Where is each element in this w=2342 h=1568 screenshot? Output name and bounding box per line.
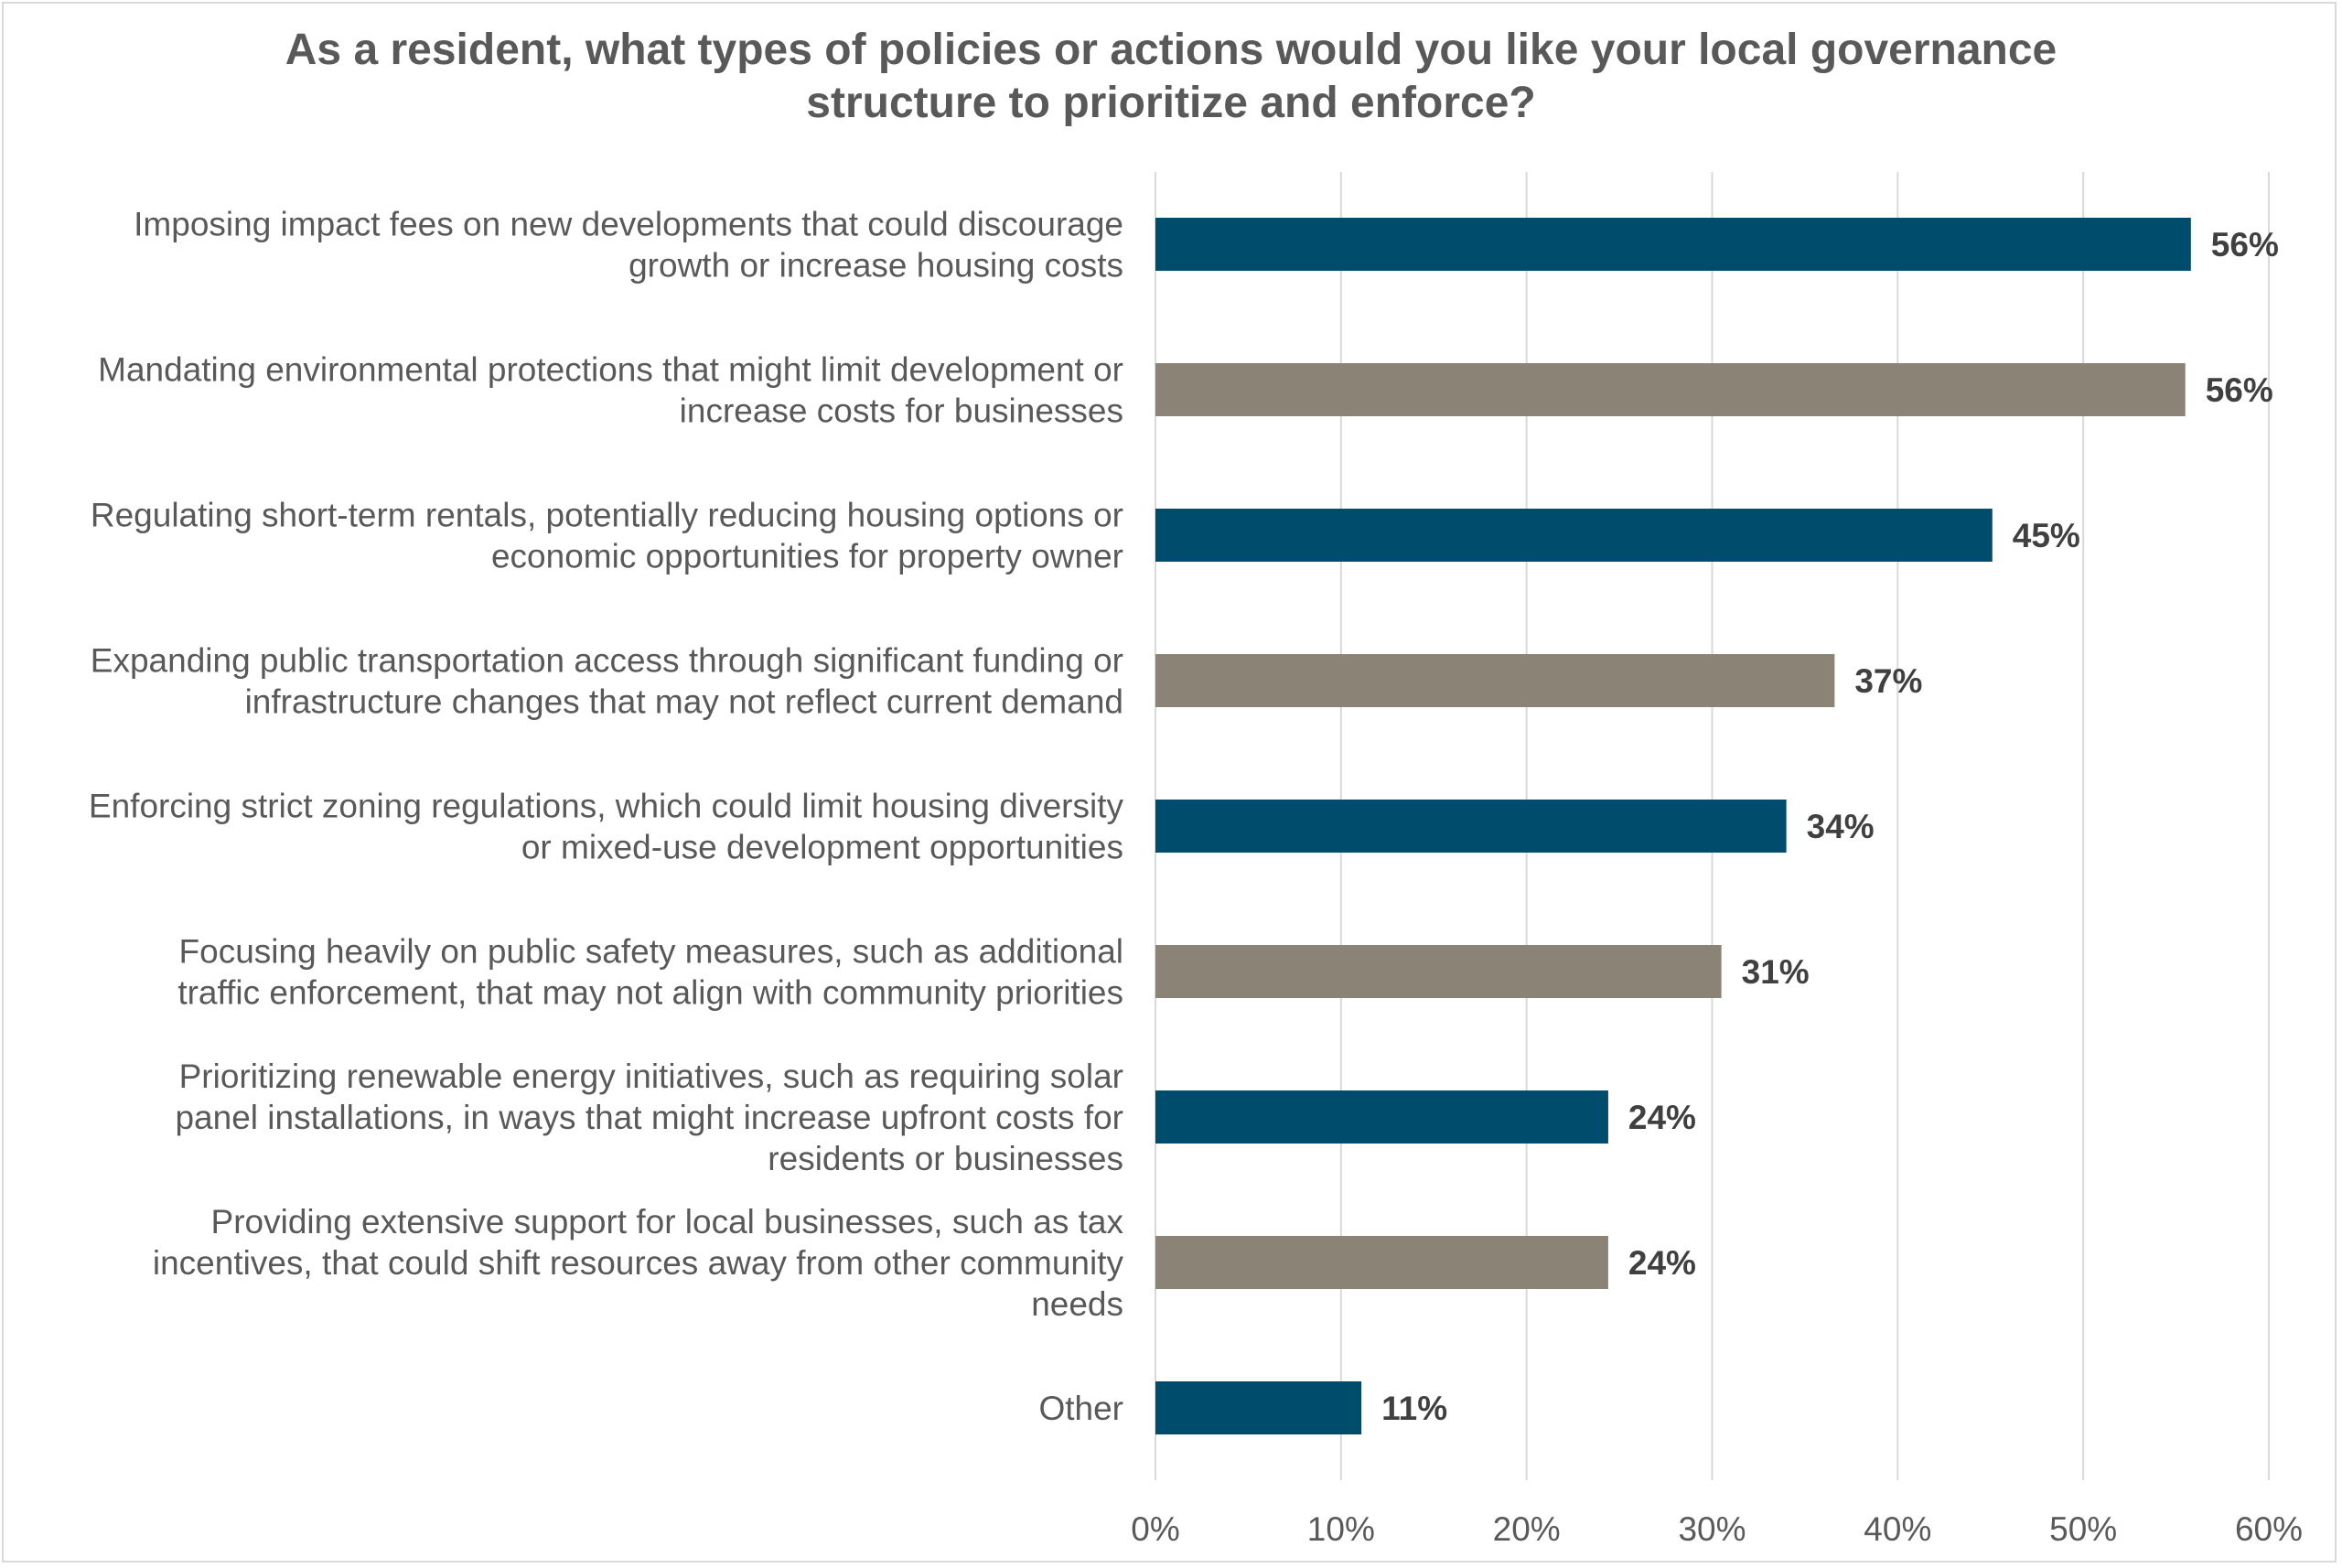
data-label: 56% (2211, 226, 2279, 263)
x-axis-ticks: 0% 10% 20% 30% 40% 50% 60% (1131, 1510, 2303, 1548)
x-tick-label: 40% (1864, 1510, 1931, 1548)
data-label: 11% (1381, 1390, 1447, 1427)
category-label: Imposing impact fees on new developments… (134, 206, 1123, 243)
category-label: Other (1038, 1390, 1123, 1427)
chart-title: As a resident, what types of policies or… (0, 24, 2342, 130)
category-label: Focusing heavily on public safety measur… (179, 933, 1123, 971)
bar (1155, 509, 1993, 562)
bar (1155, 1090, 1608, 1144)
category-label: Expanding public transportation access t… (91, 642, 1123, 680)
category-label: Prioritizing renewable energy initiative… (179, 1058, 1123, 1095)
x-tick-label: 20% (1493, 1510, 1561, 1548)
category-label: infrastructure changes that may not refl… (245, 683, 1123, 721)
chart-title-line-1: As a resident, what types of policies or… (285, 26, 2057, 74)
bar (1155, 1236, 1608, 1289)
chart-title-line-2: structure to prioritize and enforce? (806, 79, 1536, 127)
category-label: incentives, that could shift resources a… (153, 1244, 1124, 1282)
category-label: Regulating short-term rentals, potential… (91, 497, 1123, 534)
bar (1155, 654, 1835, 707)
data-label: 37% (1854, 662, 1922, 700)
x-tick-label: 10% (1307, 1510, 1375, 1548)
x-tick-label: 30% (1678, 1510, 1746, 1548)
bar (1155, 945, 1722, 998)
bar (1155, 800, 1787, 853)
category-label: economic opportunities for property owne… (491, 538, 1123, 575)
bar (1155, 218, 2191, 271)
category-label: increase costs for businesses (680, 392, 1123, 430)
bar (1155, 363, 2186, 416)
category-label: needs (1031, 1285, 1123, 1323)
category-label: Providing extensive support for local bu… (211, 1203, 1124, 1240)
data-label: 45% (2013, 517, 2080, 554)
data-labels: 56% 56% 45% 37% 34% 31% 24% 24% 11% (1381, 226, 2279, 1427)
x-tick-label: 60% (2235, 1510, 2303, 1548)
data-label: 56% (2206, 371, 2273, 409)
category-labels: Imposing impact fees on new developments… (89, 206, 1124, 1428)
data-label: 31% (1742, 953, 1810, 991)
category-label: growth or increase housing costs (628, 247, 1123, 285)
data-label: 34% (1807, 808, 1875, 845)
x-tick-label: 0% (1131, 1510, 1179, 1548)
category-label: Enforcing strict zoning regulations, whi… (89, 788, 1124, 825)
data-label: 24% (1628, 1244, 1696, 1282)
data-label: 24% (1628, 1099, 1696, 1136)
category-label: or mixed-use development opportunities (521, 829, 1123, 866)
category-label: residents or businesses (768, 1140, 1123, 1177)
category-label: Mandating environmental protections that… (98, 351, 1123, 389)
category-label: panel installations, in ways that might … (175, 1099, 1123, 1136)
bar (1155, 1381, 1362, 1434)
x-tick-label: 50% (2049, 1510, 2117, 1548)
category-label: traffic enforcement, that may not align … (177, 974, 1123, 1012)
bars (1155, 218, 2191, 1434)
